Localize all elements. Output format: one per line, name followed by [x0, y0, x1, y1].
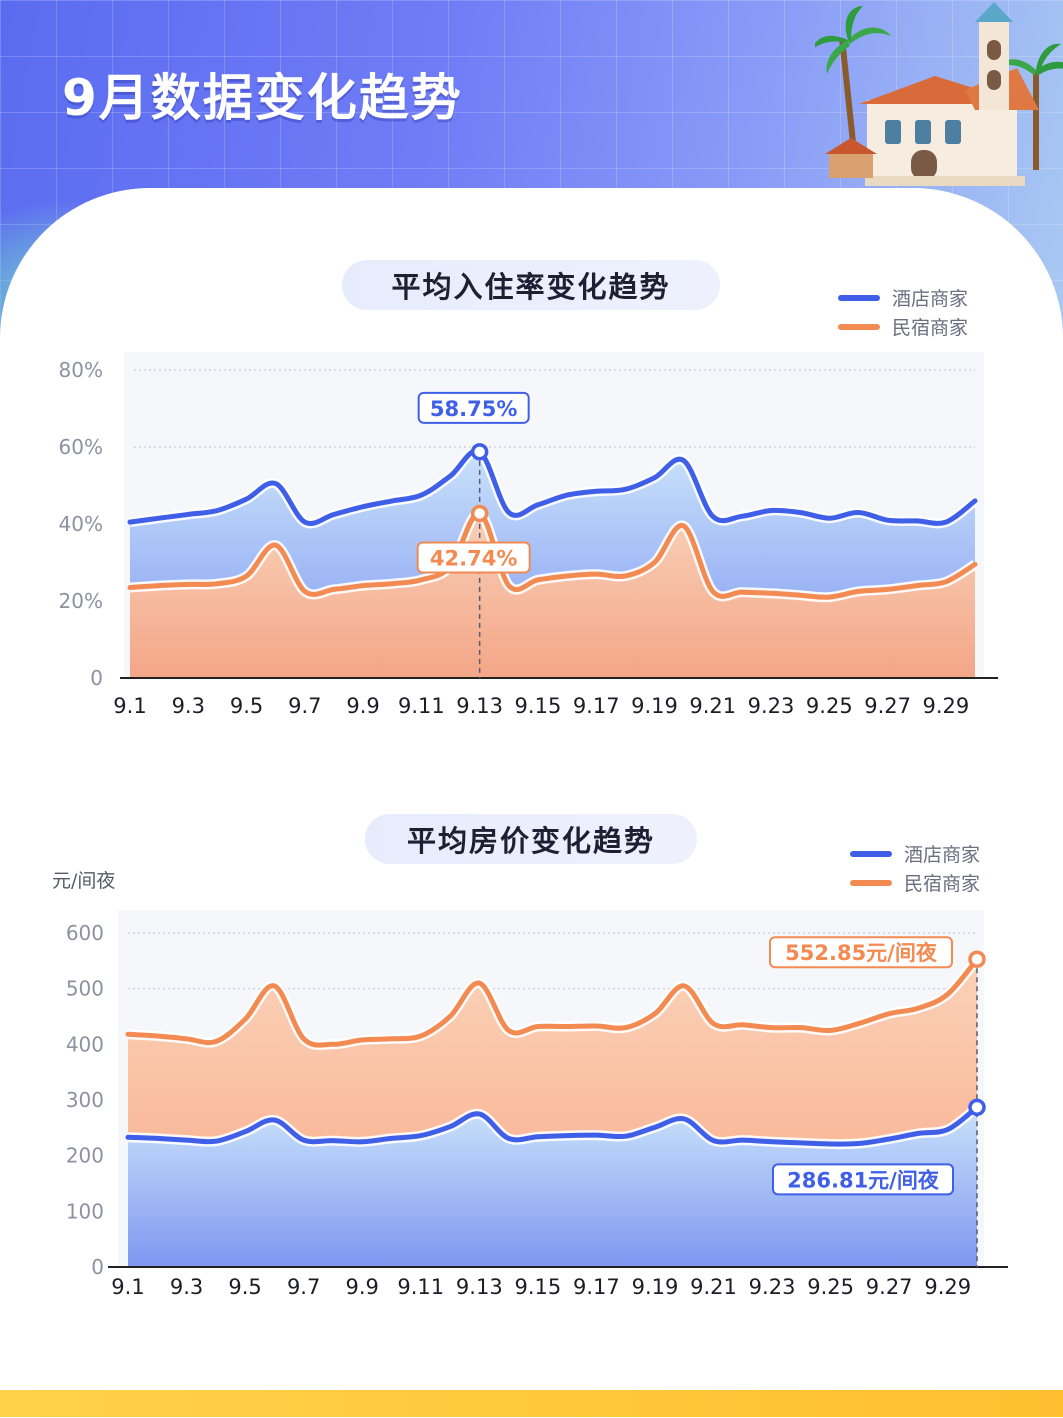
annotation-point — [470, 443, 489, 461]
legend-swatch-homestay — [838, 323, 880, 330]
legend-swatch-hotel — [850, 850, 892, 857]
x-tick-label: 9.21 — [690, 1275, 737, 1299]
x-tick-label: 9.25 — [807, 1275, 854, 1299]
occupancy-title-text: 平均入住率变化趋势 — [391, 270, 671, 304]
y-tick-label: 0 — [91, 1255, 104, 1279]
house-palm-illustration — [815, 2, 1063, 186]
legend-label-hotel: 酒店商家 — [904, 844, 981, 866]
house-icon — [825, 2, 1039, 186]
legend-swatch-homestay — [850, 879, 892, 886]
price-section-title: 平均房价变化趋势 — [365, 814, 697, 864]
annotation-point — [470, 504, 489, 523]
x-tick-label: 9.9 — [346, 694, 379, 718]
legend-label-homestay: 民宿商家 — [892, 317, 969, 339]
legend-item-hotel: 酒店商家 — [838, 283, 968, 312]
annotation-label: 42.74% — [430, 546, 517, 570]
legend-swatch-hotel — [838, 294, 880, 301]
bottom-strip — [0, 1390, 1063, 1417]
y-tick-label: 60% — [59, 435, 103, 459]
legend-item-homestay: 民宿商家 — [850, 868, 980, 897]
x-tick-label: 9.19 — [632, 1275, 679, 1299]
x-tick-label: 9.1 — [113, 694, 146, 718]
x-tick-label: 9.7 — [287, 1275, 320, 1299]
x-tick-label: 9.23 — [748, 694, 795, 718]
y-tick-label: 200 — [66, 1144, 104, 1168]
y-tick-label: 600 — [66, 921, 104, 945]
annotation-label-box — [769, 936, 953, 969]
x-tick-label: 9.19 — [631, 694, 678, 718]
x-tick-label: 9.5 — [230, 694, 263, 718]
y-tick-label: 80% — [59, 358, 103, 382]
y-tick-label: 0 — [90, 666, 103, 690]
annotation-label-box — [772, 1163, 954, 1196]
annotation-point — [968, 950, 986, 968]
x-tick-label: 9.15 — [514, 1275, 561, 1299]
x-tick-label: 9.29 — [924, 1275, 971, 1299]
x-tick-label: 9.11 — [398, 694, 445, 718]
price-chart: 0 100 200 300 400 500 600 9.1 9.3 9.5 9.7 9.9 9.11 9.… — [66, 910, 1008, 1299]
x-tick-label: 9.29 — [922, 694, 969, 718]
x-tick-label: 9.9 — [346, 1275, 379, 1299]
x-tick-label: 9.3 — [172, 694, 205, 718]
palm-tree-icon — [815, 6, 891, 151]
x-tick-label: 9.13 — [456, 694, 503, 718]
x-tick-label: 9.1 — [111, 1275, 144, 1299]
x-tick-label: 9.7 — [288, 694, 321, 718]
price-title-text: 平均房价变化趋势 — [406, 824, 655, 858]
hotel-line — [125, 1104, 980, 1147]
occupancy-section-title: 平均入住率变化趋势 — [342, 260, 720, 310]
homestay-line — [125, 956, 980, 1048]
header-banner: 9月数据变化趋势 — [0, 0, 1063, 340]
legend-label-hotel: 酒店商家 — [892, 288, 969, 310]
y-tick-label: 40% — [59, 512, 103, 536]
page-title: 9月数据变化趋势 — [62, 69, 463, 127]
x-tick-label: 9.23 — [749, 1275, 796, 1299]
y-tick-label: 500 — [66, 977, 104, 1001]
x-tick-label: 9.11 — [397, 1275, 444, 1299]
x-tick-label: 9.27 — [866, 1275, 913, 1299]
legend-item-homestay: 民宿商家 — [838, 312, 968, 341]
annotation-label: 552.85元/间夜 — [785, 941, 938, 965]
x-tick-label: 9.5 — [228, 1275, 261, 1299]
x-tick-label: 9.25 — [806, 694, 853, 718]
price-unit-label: 元/间夜 — [52, 870, 116, 892]
annotation-label: 286.81元/间夜 — [787, 1168, 940, 1192]
x-tick-label: 9.13 — [456, 1275, 503, 1299]
homestay-area — [130, 513, 975, 678]
hotel-area — [128, 1107, 977, 1267]
annotation-label-box — [417, 391, 530, 424]
x-tick-label: 9.3 — [170, 1275, 203, 1299]
y-tick-label: 400 — [66, 1032, 104, 1056]
y-tick-label: 300 — [66, 1088, 104, 1112]
occupancy-chart: 0 20% 40% 60% 80% 9.1 9.3 9.5 9.7 9.9 9.11 9.13 9.15… — [59, 352, 998, 718]
legend-label-homestay: 民宿商家 — [904, 873, 981, 895]
occupancy-legend: 酒店商家 民宿商家 — [838, 283, 968, 341]
legend-item-hotel: 酒店商家 — [850, 839, 980, 868]
annotation-label: 58.75% — [430, 397, 517, 421]
x-tick-label: 9.27 — [864, 694, 911, 718]
homestay-line — [127, 511, 978, 600]
y-tick-label: 100 — [66, 1199, 104, 1223]
x-tick-label: 9.15 — [515, 694, 562, 718]
price-legend: 酒店商家 民宿商家 — [850, 839, 980, 897]
x-tick-label: 9.17 — [573, 694, 620, 718]
x-tick-label: 9.21 — [689, 694, 736, 718]
y-tick-label: 20% — [59, 589, 103, 613]
x-tick-label: 9.17 — [573, 1275, 620, 1299]
annotation-label-box — [416, 541, 531, 574]
annotation-point — [968, 1098, 986, 1117]
hotel-line — [127, 448, 978, 526]
